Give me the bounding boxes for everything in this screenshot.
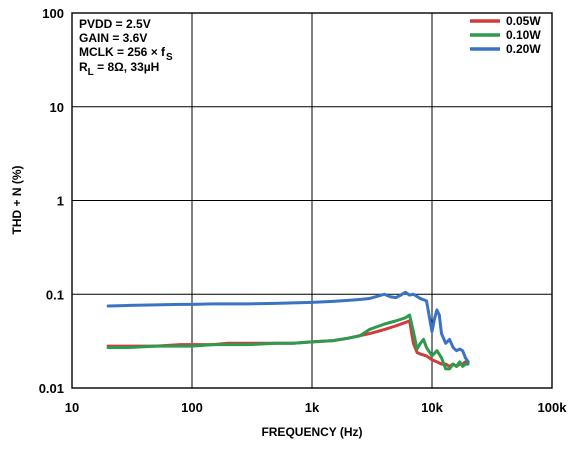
annotation-mclk: MCLK = 256 × fS: [79, 45, 173, 63]
annotation-mclk-main: MCLK = 256 × f: [79, 45, 166, 59]
legend-label: 0.10W: [506, 28, 541, 42]
x-tick-label: 1k: [305, 400, 320, 415]
x-tick-label: 10: [65, 400, 79, 415]
annotation-load-value: = 8Ω, 33µH: [94, 60, 160, 74]
y-tick-label: 10: [50, 100, 64, 115]
x-tick-label: 100k: [538, 400, 568, 415]
x-tick-label: 100: [181, 400, 203, 415]
annotation-load-r: R: [79, 60, 88, 74]
y-tick-label: 0.01: [39, 381, 64, 396]
series-line-0.20W: [106, 290, 470, 364]
grid: [72, 13, 552, 388]
series-layer: [106, 290, 470, 371]
x-axis-label: FREQUENCY (Hz): [261, 425, 362, 439]
annotation-mclk-sub: S: [166, 52, 173, 63]
y-axis-label: THD + N (%): [10, 165, 24, 234]
plot-frame: [71, 12, 553, 389]
x-tick-label: 10k: [421, 400, 443, 415]
y-tick-label: 1: [57, 194, 64, 209]
conditions-annotation: PVDD = 2.5V GAIN = 3.6V MCLK = 256 × fS …: [73, 14, 191, 78]
y-tick-label: 0.1: [46, 287, 64, 302]
annotation-load: RL = 8Ω, 33µH: [79, 60, 159, 78]
legend-label: 0.05W: [506, 14, 541, 28]
annotation-gain: GAIN = 3.6V: [79, 31, 147, 45]
y-tick-label: 100: [42, 6, 64, 21]
tick-labels: 10 100 1k 10k 100k 0.01 0.1 1 10 100: [39, 6, 568, 415]
series-line-0.10W: [106, 313, 470, 371]
legend-label: 0.20W: [506, 42, 541, 56]
annotation-pvdd: PVDD = 2.5V: [79, 17, 151, 31]
annotation-load-sub: L: [88, 67, 94, 78]
